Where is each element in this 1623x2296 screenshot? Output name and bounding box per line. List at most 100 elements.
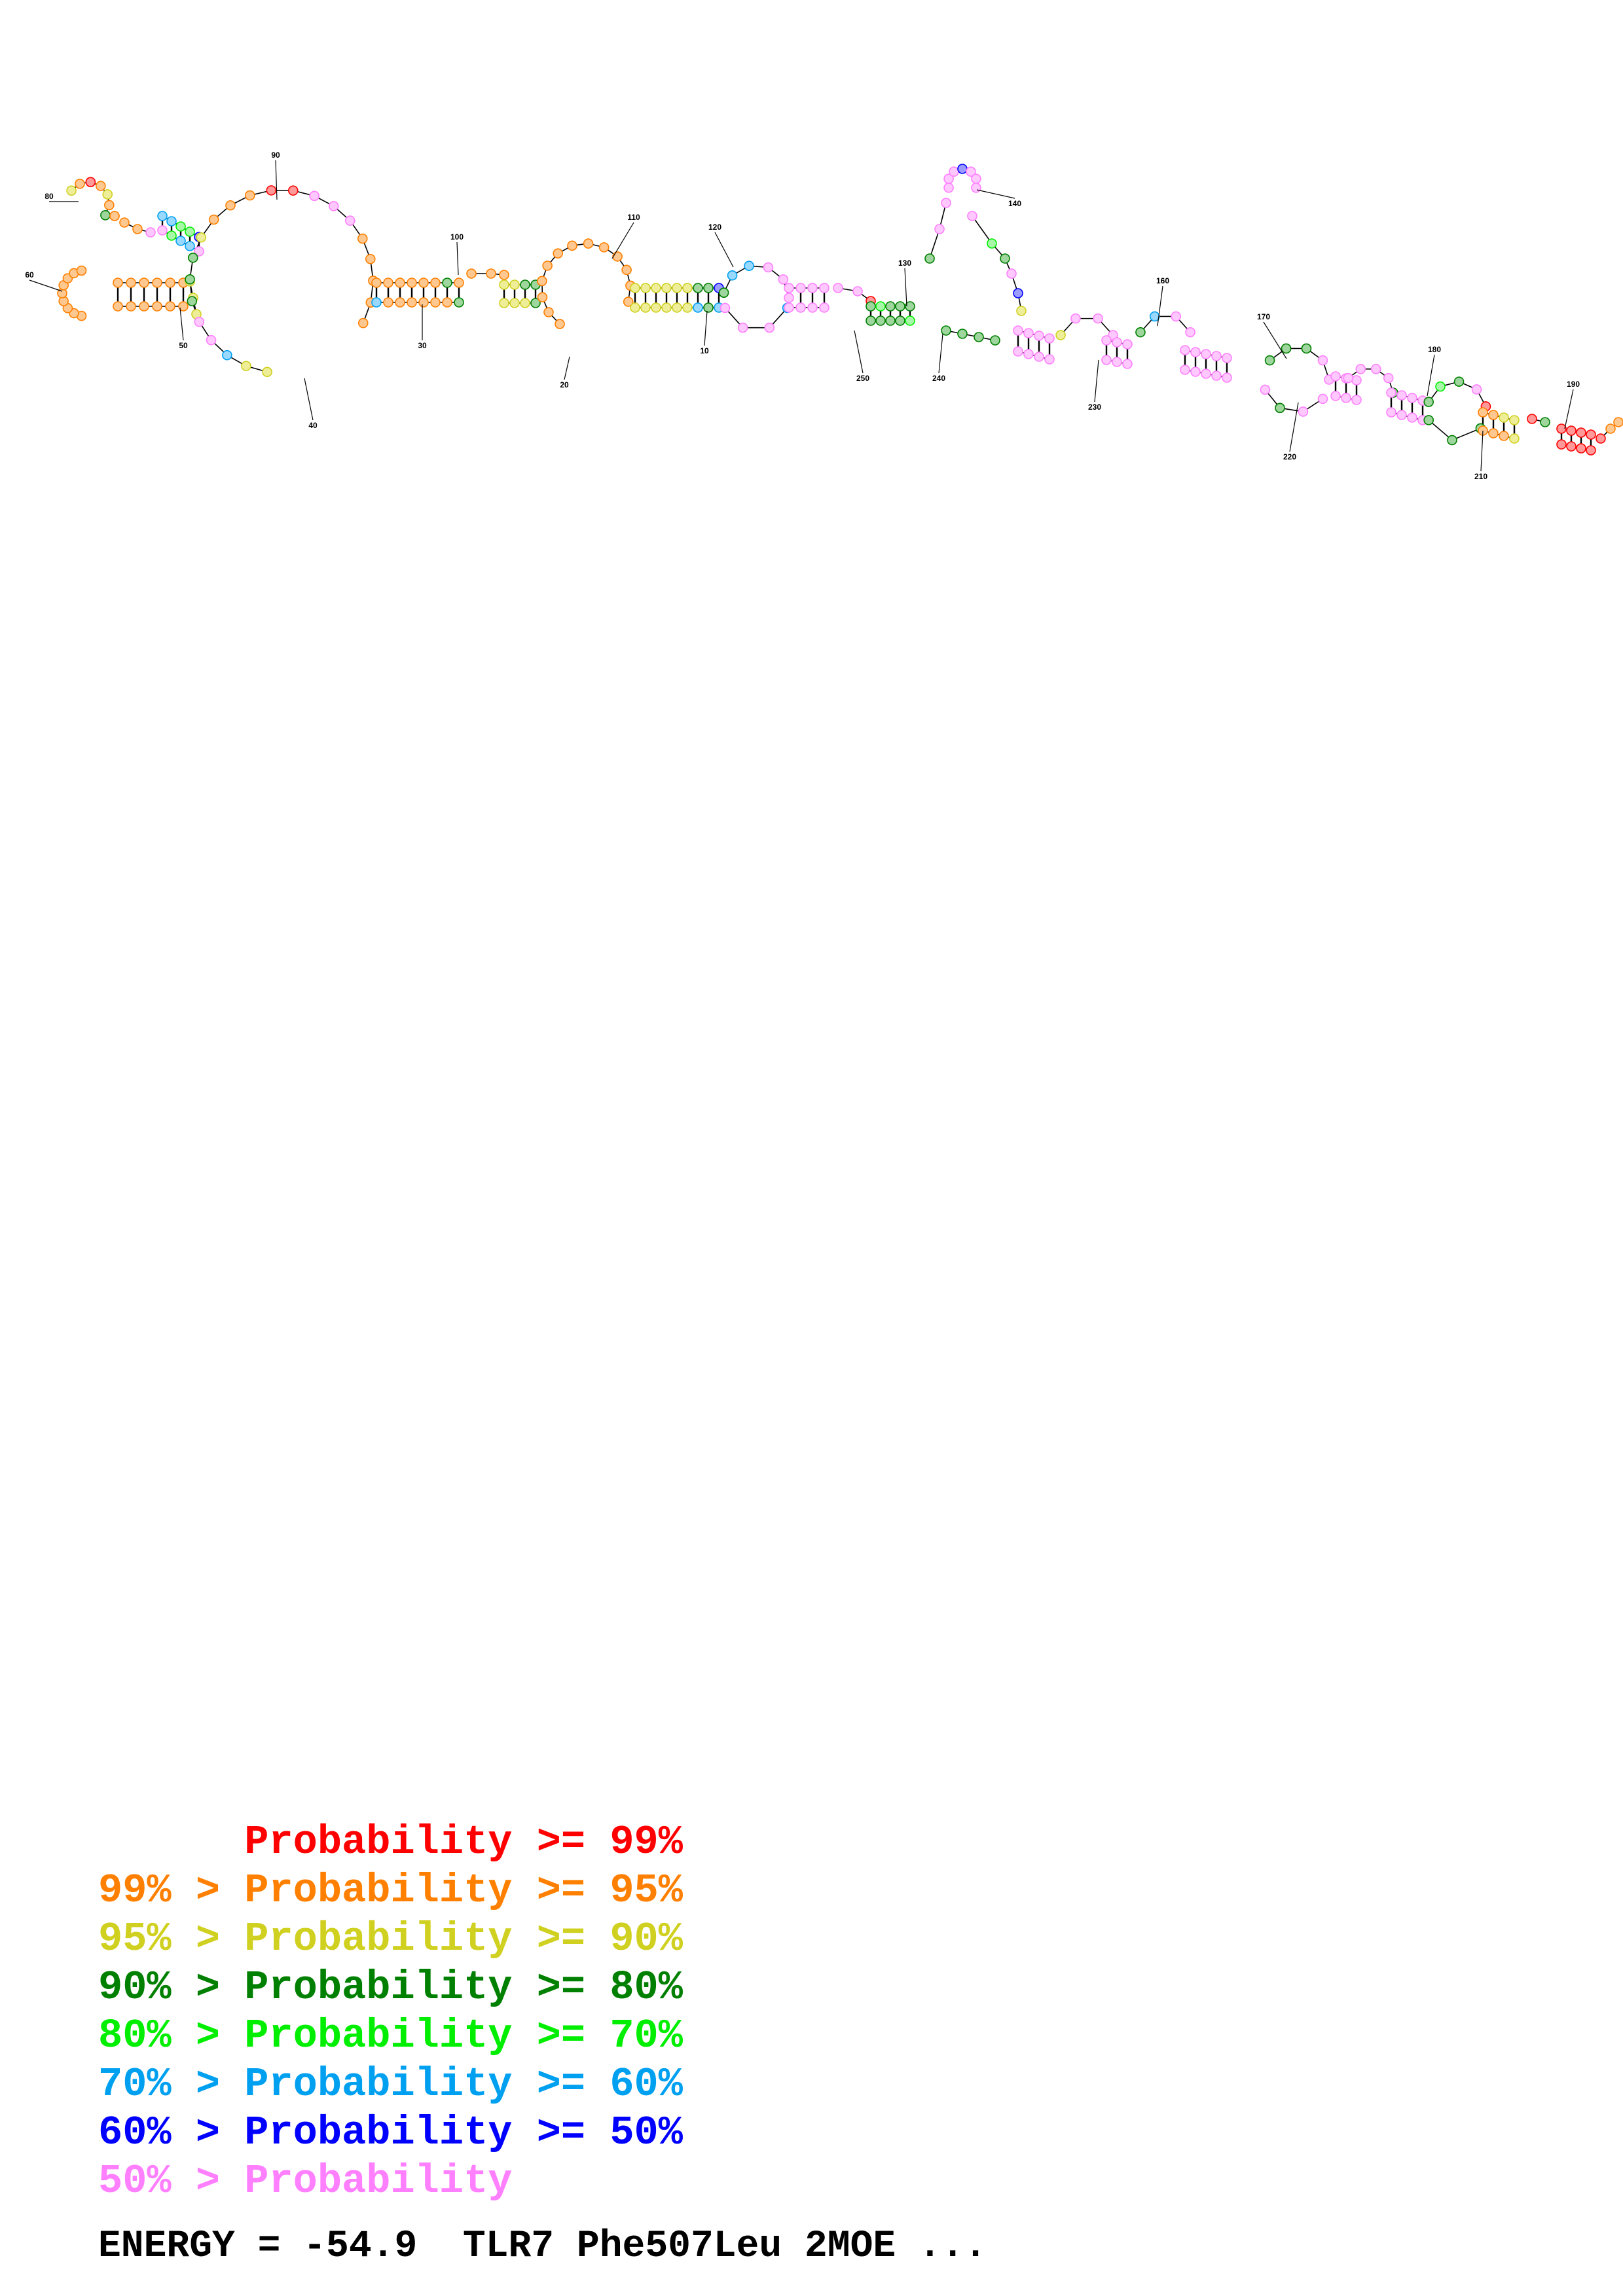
legend-row-p80: 90% > Probability >= 80% <box>98 1964 683 2011</box>
nucleotide <box>139 278 149 288</box>
nucleotide <box>885 301 896 312</box>
nucleotide <box>66 185 77 196</box>
nucleotide <box>1190 367 1201 377</box>
nucleotide <box>1171 311 1182 322</box>
nucleotide <box>185 274 195 285</box>
nucleotide <box>486 268 496 279</box>
nucleotide <box>1023 349 1034 359</box>
nucleotide <box>1343 372 1354 384</box>
nucleotide <box>100 210 111 221</box>
position-label-60: 60 <box>25 270 34 279</box>
nucleotide <box>1435 381 1446 392</box>
position-label-210: 210 <box>1474 472 1487 481</box>
nucleotide <box>1006 268 1017 279</box>
nucleotide <box>96 181 106 191</box>
nucleotide <box>222 350 232 361</box>
nucleotide <box>720 302 731 314</box>
nucleotide <box>537 292 548 302</box>
nucleotide <box>1317 393 1328 404</box>
nucleotide <box>126 301 136 312</box>
position-label-130: 130 <box>898 259 911 268</box>
legend-row-p95: 99% > Probability >= 95% <box>98 1867 683 1914</box>
nucleotide <box>165 301 175 312</box>
nucleotide <box>1396 390 1407 401</box>
nucleotide <box>442 297 452 308</box>
nucleotide <box>651 302 661 313</box>
nucleotide <box>737 322 748 333</box>
nucleotide <box>1317 355 1328 366</box>
nucleotide <box>418 297 429 308</box>
nucleotide <box>1488 410 1499 420</box>
nucleotide <box>119 217 130 228</box>
nucleotide <box>1122 359 1133 369</box>
nucleotide <box>987 238 997 249</box>
nucleotide <box>185 241 195 251</box>
nucleotide <box>623 296 634 307</box>
nucleotide <box>621 264 632 276</box>
nucleotide <box>784 283 794 293</box>
nucleotide <box>113 301 123 312</box>
nucleotide <box>499 279 509 290</box>
nucleotide <box>102 189 113 200</box>
position-label-170: 170 <box>1257 312 1270 321</box>
nucleotide <box>1576 443 1586 454</box>
nucleotide <box>612 251 623 262</box>
nucleotide <box>941 198 951 208</box>
nucleotide <box>75 178 85 189</box>
label-tick <box>179 307 184 341</box>
nucleotide <box>1330 391 1341 401</box>
nucleotide <box>943 182 954 193</box>
label-tick <box>611 222 634 259</box>
nucleotide <box>693 302 703 313</box>
position-label-120: 120 <box>708 223 721 232</box>
nucleotide <box>407 297 417 308</box>
position-label-190: 190 <box>1567 380 1580 389</box>
nucleotide <box>1044 354 1055 365</box>
nucleotide <box>309 190 319 202</box>
nucleotide <box>1499 412 1509 423</box>
position-label-110: 110 <box>627 213 640 222</box>
nucleotide <box>542 260 553 271</box>
nucleotide <box>1301 343 1312 354</box>
nucleotide <box>885 315 896 326</box>
position-label-40: 40 <box>308 421 318 430</box>
backbone-segment <box>929 228 940 259</box>
nucleotide <box>553 248 564 259</box>
position-label-100: 100 <box>450 232 464 242</box>
nucleotide <box>1556 439 1567 450</box>
nucleotide <box>187 252 198 263</box>
energy-title: ENERGY = -54.9 TLR7 Phe507Leu 2MOE ... <box>98 2225 987 2268</box>
nucleotide <box>682 302 693 313</box>
nucleotide <box>640 283 651 293</box>
nucleotide <box>1101 355 1112 365</box>
nucleotide <box>703 283 714 293</box>
nucleotide <box>1211 370 1222 381</box>
nucleotide <box>682 283 693 293</box>
nucleotide <box>583 238 594 249</box>
nucleotide <box>941 325 951 336</box>
nucleotide <box>1201 368 1211 379</box>
nucleotide <box>244 190 255 201</box>
nucleotide <box>567 240 577 251</box>
label-tick <box>938 333 943 374</box>
nucleotide <box>152 278 162 288</box>
nucleotide <box>371 297 382 308</box>
nucleotide <box>383 297 393 308</box>
label-tick <box>304 378 314 421</box>
nucleotide <box>1190 347 1201 357</box>
nucleotide <box>807 302 818 313</box>
nucleotide <box>1222 353 1232 363</box>
nucleotide <box>1447 435 1457 446</box>
label-tick <box>1564 389 1574 429</box>
nucleotide <box>1499 431 1509 441</box>
nucleotide <box>1540 417 1550 427</box>
nucleotide <box>1013 325 1023 336</box>
backbone-segment <box>1428 420 1453 441</box>
nucleotide <box>466 268 477 279</box>
nucleotide <box>1396 410 1407 420</box>
nucleotide <box>357 317 369 329</box>
position-label-80: 80 <box>45 192 54 201</box>
nucleotide <box>1275 403 1285 414</box>
legend-row-p90: 95% > Probability >= 90% <box>98 1916 683 1962</box>
label-tick <box>1157 285 1163 327</box>
